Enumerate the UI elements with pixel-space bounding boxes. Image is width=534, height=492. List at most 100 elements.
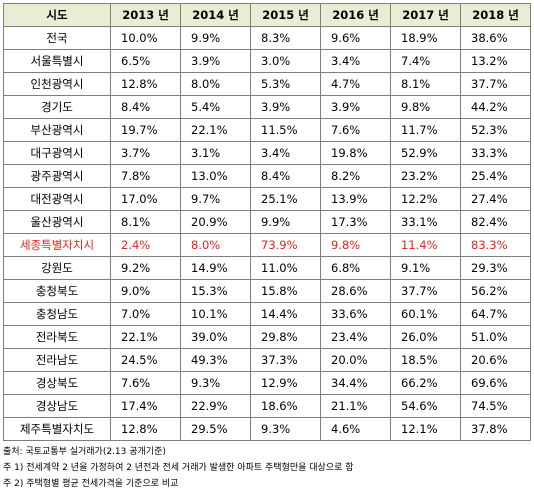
table-row: 강원도 9.2% 14.9% 11.0% 6.8% 9.1% 29.3% xyxy=(3,256,531,280)
value-cell: 28.6% xyxy=(320,279,391,303)
value-cell: 23.4% xyxy=(320,325,391,349)
table-row: 대전광역시 17.0% 9.7% 25.1% 13.9% 12.2% 27.4% xyxy=(3,187,531,211)
table-row: 경기도 8.4% 5.4% 3.9% 3.9% 9.8% 44.2% xyxy=(3,95,531,119)
value-cell: 8.4% xyxy=(110,95,181,119)
region-cell: 충청북도 xyxy=(3,279,111,303)
value-cell: 7.0% xyxy=(110,302,181,326)
footnote-1: 주 1) 전세계약 2 년을 가정하여 2 년전과 전세 거래가 발생한 아파트… xyxy=(3,463,354,473)
table-body: 전국 10.0% 9.9% 8.3% 9.6% 18.9% 38.6% 서울특별시 6.5% 3.… xyxy=(3,26,531,441)
value-cell: 37.7% xyxy=(390,279,461,303)
value-cell: 34.4% xyxy=(320,371,391,395)
value-cell: 11.5% xyxy=(250,118,321,142)
value-cell: 3.1% xyxy=(180,141,251,165)
value-cell: 3.4% xyxy=(250,141,321,165)
value-cell: 17.4% xyxy=(110,394,181,418)
value-cell: 5.4% xyxy=(180,95,251,119)
region-cell: 전국 xyxy=(3,26,111,50)
table-row: 경상남도 17.4% 22.9% 18.6% 21.1% 54.6% 74.5% xyxy=(3,394,531,418)
value-cell: 10.0% xyxy=(110,26,181,50)
region-cell: 충청남도 xyxy=(3,302,111,326)
value-cell: 3.0% xyxy=(250,49,321,73)
value-cell: 23.2% xyxy=(390,164,461,188)
value-cell: 3.9% xyxy=(180,49,251,73)
region-cell: 전라북도 xyxy=(3,325,111,349)
value-cell: 22.1% xyxy=(110,325,181,349)
header-year-2013: 2013 년 xyxy=(110,3,181,27)
value-cell: 18.9% xyxy=(390,26,461,50)
value-cell: 33.1% xyxy=(390,210,461,234)
region-cell: 경상남도 xyxy=(3,394,111,418)
value-cell: 12.8% xyxy=(110,417,181,441)
value-cell: 9.8% xyxy=(320,233,391,257)
table-row: 인천광역시 12.8% 8.0% 5.3% 4.7% 8.1% 37.7% xyxy=(3,72,531,96)
value-cell: 11.7% xyxy=(390,118,461,142)
header-region: 시도 xyxy=(3,3,111,27)
region-cell: 서울특별시 xyxy=(3,49,111,73)
header-row: 시도 2013 년 2014 년 2015 년 2016 년 2017 년 20… xyxy=(3,3,531,27)
value-cell: 7.4% xyxy=(390,49,461,73)
table-notes: 출처: 국토교통부 실거래가(2.13 공개기준) 주 1) 전세계약 2 년을… xyxy=(3,444,530,492)
value-cell: 3.9% xyxy=(320,95,391,119)
value-cell: 12.2% xyxy=(390,187,461,211)
table-row: 전라남도 24.5% 49.3% 37.3% 20.0% 18.5% 20.6% xyxy=(3,348,531,372)
region-cell: 부산광역시 xyxy=(3,118,111,142)
value-cell: 3.4% xyxy=(320,49,391,73)
value-cell: 52.3% xyxy=(460,118,531,142)
region-cell: 인천광역시 xyxy=(3,72,111,96)
value-cell: 29.3% xyxy=(460,256,531,280)
value-cell: 9.0% xyxy=(110,279,181,303)
table-row: 울산광역시 8.1% 20.9% 9.9% 17.3% 33.1% 82.4% xyxy=(3,210,531,234)
value-cell: 4.6% xyxy=(320,417,391,441)
value-cell: 24.5% xyxy=(110,348,181,372)
value-cell: 14.9% xyxy=(180,256,251,280)
value-cell: 33.3% xyxy=(460,141,531,165)
value-cell: 54.6% xyxy=(390,394,461,418)
value-cell: 10.1% xyxy=(180,302,251,326)
value-cell: 7.8% xyxy=(110,164,181,188)
source-note: 출처: 국토교통부 실거래가(2.13 공개기준) xyxy=(3,447,166,457)
table-row: 전국 10.0% 9.9% 8.3% 9.6% 18.9% 38.6% xyxy=(3,26,531,50)
table-header: 시도 2013 년 2014 년 2015 년 2016 년 2017 년 20… xyxy=(3,3,531,27)
value-cell: 9.9% xyxy=(250,210,321,234)
value-cell: 37.3% xyxy=(250,348,321,372)
value-cell: 8.2% xyxy=(320,164,391,188)
value-cell: 3.7% xyxy=(110,141,181,165)
value-cell: 27.4% xyxy=(460,187,531,211)
value-cell: 6.5% xyxy=(110,49,181,73)
value-cell: 17.3% xyxy=(320,210,391,234)
value-cell: 8.1% xyxy=(390,72,461,96)
region-cell: 광주광역시 xyxy=(3,164,111,188)
region-cell: 전라남도 xyxy=(3,348,111,372)
value-cell: 11.4% xyxy=(390,233,461,257)
value-cell: 17.0% xyxy=(110,187,181,211)
header-year-2014: 2014 년 xyxy=(180,3,251,27)
value-cell: 69.6% xyxy=(460,371,531,395)
value-cell: 20.0% xyxy=(320,348,391,372)
value-cell: 15.3% xyxy=(180,279,251,303)
value-cell: 12.8% xyxy=(110,72,181,96)
region-cell: 대구광역시 xyxy=(3,141,111,165)
region-cell: 대전광역시 xyxy=(3,187,111,211)
value-cell: 9.2% xyxy=(110,256,181,280)
value-cell: 52.9% xyxy=(390,141,461,165)
value-cell: 19.7% xyxy=(110,118,181,142)
value-cell: 8.0% xyxy=(180,72,251,96)
value-cell: 5.3% xyxy=(250,72,321,96)
value-cell: 8.0% xyxy=(180,233,251,257)
region-cell: 제주특별자치도 xyxy=(3,417,111,441)
value-cell: 2.4% xyxy=(110,233,181,257)
value-cell: 8.4% xyxy=(250,164,321,188)
value-cell: 83.3% xyxy=(460,233,531,257)
value-cell: 60.1% xyxy=(390,302,461,326)
value-cell: 8.3% xyxy=(250,26,321,50)
value-cell: 12.9% xyxy=(250,371,321,395)
value-cell: 3.9% xyxy=(250,95,321,119)
value-cell: 51.0% xyxy=(460,325,531,349)
value-cell: 73.9% xyxy=(250,233,321,257)
value-cell: 19.8% xyxy=(320,141,391,165)
header-year-2015: 2015 년 xyxy=(250,3,321,27)
value-cell: 15.8% xyxy=(250,279,321,303)
table-row: 충청남도 7.0% 10.1% 14.4% 33.6% 60.1% 64.7% xyxy=(3,302,531,326)
value-cell: 9.3% xyxy=(180,371,251,395)
value-cell: 29.8% xyxy=(250,325,321,349)
